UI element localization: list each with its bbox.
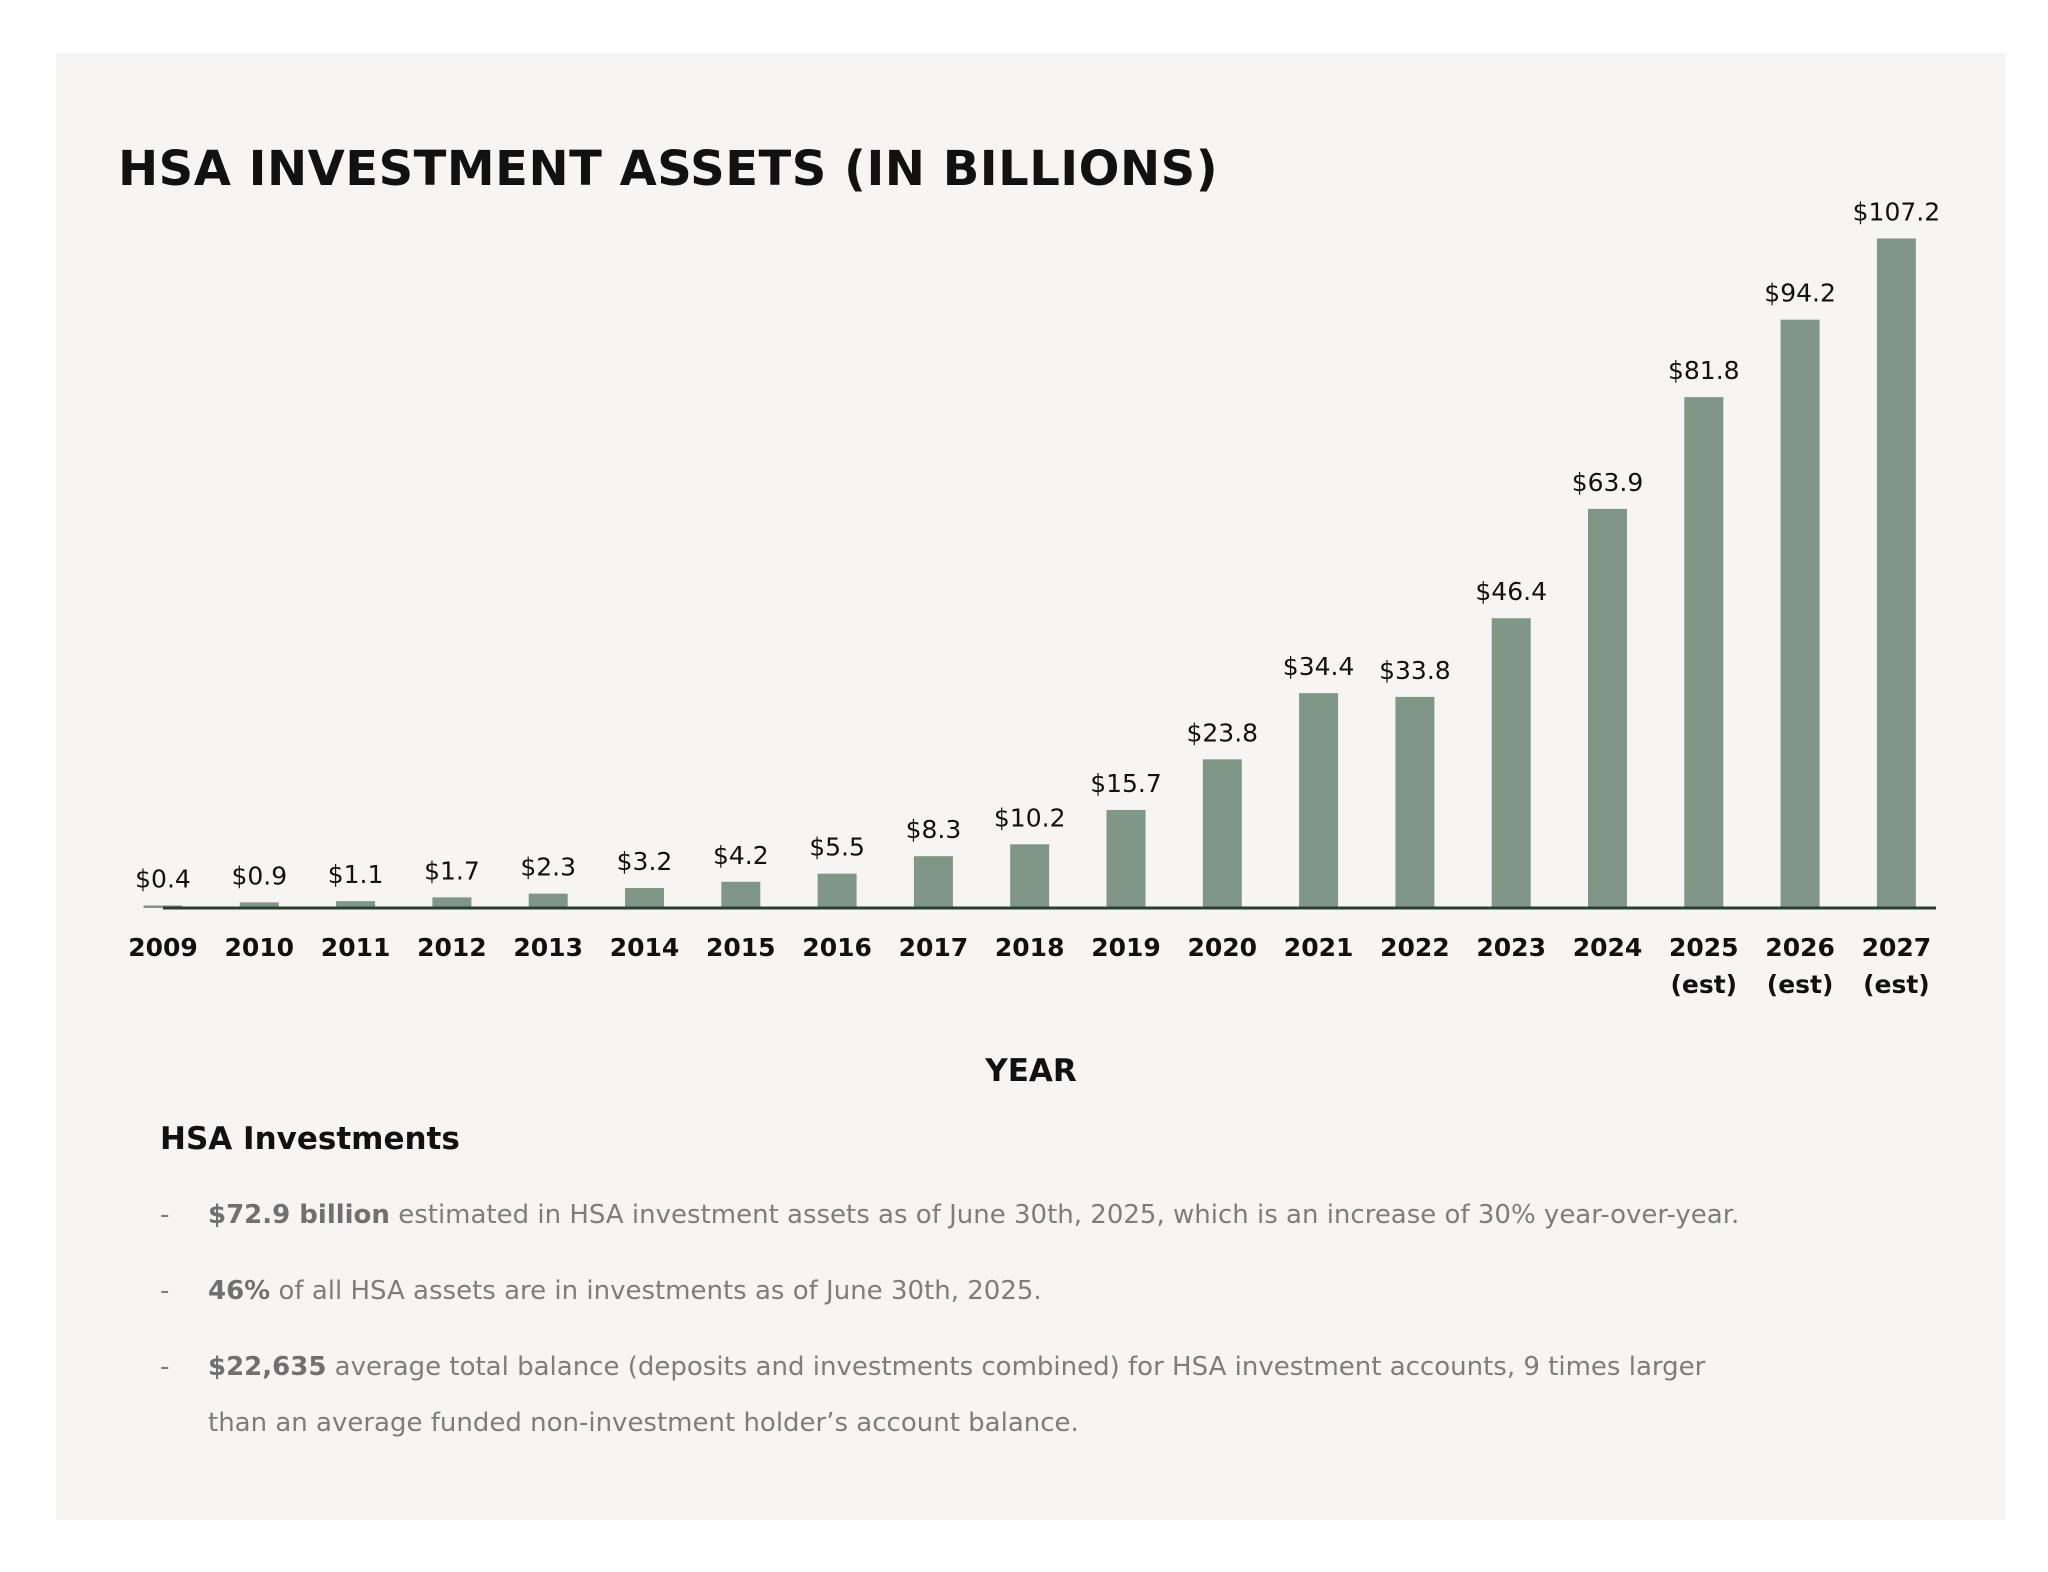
data-label: $1.7 (424, 856, 480, 885)
bar (721, 881, 761, 908)
stat-text: estimated in HSA investment assets as of… (389, 1200, 1740, 1230)
data-label: $15.7 (1090, 769, 1162, 798)
data-label: $0.4 (135, 865, 191, 894)
data-label: $0.9 (231, 861, 287, 890)
data-label: $107.2 (1853, 197, 1940, 226)
bar (913, 856, 953, 908)
stat-value: 46% (208, 1276, 271, 1306)
bar (1684, 397, 1724, 908)
bar (1010, 844, 1050, 908)
bar (336, 901, 376, 908)
data-label: $94.2 (1764, 279, 1836, 308)
bar (1780, 319, 1820, 908)
bar (1106, 809, 1146, 908)
notes-list: - $72.9 billion estimated in HSA investm… (160, 1187, 1760, 1451)
chart-title: HSA INVESTMENT ASSETS (IN BILLIONS) (118, 141, 1219, 197)
x-tick-label: 2012 (417, 933, 487, 962)
x-tick-label: 2023 (1476, 933, 1546, 962)
list-item: - 46% of all HSA assets are in investmen… (160, 1263, 1760, 1319)
data-label: $33.8 (1379, 656, 1451, 685)
stat-value: $22,635 (208, 1352, 327, 1382)
bullet-dash: - (160, 1276, 170, 1306)
x-tick-label: 2025 (est) (1669, 933, 1739, 999)
x-tick-label: 2027 (est) (1862, 933, 1932, 999)
x-tick-label: 2018 (995, 933, 1065, 962)
data-label: $10.2 (994, 803, 1066, 832)
x-tick-label: 2024 (1573, 933, 1643, 962)
x-axis-title: YEAR (985, 1053, 1077, 1089)
stat-value: $72.9 billion (208, 1200, 390, 1230)
x-tick-label: 2022 (1380, 933, 1450, 962)
x-tick-label: 2016 (802, 933, 872, 962)
bar (625, 888, 664, 908)
x-tick-label: 2014 (610, 933, 680, 962)
data-label: $46.4 (1475, 577, 1547, 606)
stat-text: average total balance (deposits and inve… (208, 1352, 1706, 1438)
data-label: $81.8 (1668, 356, 1740, 385)
data-label: $4.2 (713, 841, 769, 870)
data-label: $3.2 (617, 847, 673, 876)
x-tick-label: 2010 (225, 933, 295, 962)
stat-text: of all HSA assets are in investments as … (270, 1276, 1042, 1306)
x-tick-label: 2011 (321, 933, 391, 962)
bar (1299, 693, 1339, 908)
bar (432, 897, 472, 908)
bar (1202, 759, 1242, 908)
list-item: - $72.9 billion estimated in HSA investm… (160, 1187, 1760, 1243)
bar (1395, 696, 1435, 908)
x-tick-label: 2017 (899, 933, 969, 962)
bar (1588, 508, 1627, 908)
bar (239, 902, 279, 908)
data-label: $23.8 (1187, 718, 1259, 747)
bullet-dash: - (160, 1200, 170, 1230)
list-item: - $22,635 average total balance (deposit… (160, 1339, 1760, 1451)
x-tick-label: 2021 (1284, 933, 1354, 962)
data-label: $5.5 (809, 833, 865, 862)
bar (1491, 618, 1531, 908)
notes-heading: HSA Investments (160, 1121, 460, 1157)
x-tick-label: 2013 (513, 933, 583, 962)
bar (1876, 238, 1916, 908)
notes-section: HSA Investments - $72.9 billion estimate… (160, 1121, 1760, 1471)
card: HSA INVESTMENT ASSETS (IN BILLIONS) $0.4… (56, 53, 2006, 1520)
data-label: $34.4 (1283, 652, 1355, 681)
bar-chart: $0.4 2009 $0.9 2010 $1.1 2011 $1.7 2012 $2.3 2013… (128, 197, 1940, 999)
data-label: $1.1 (328, 860, 384, 889)
x-tick-label: 2020 (1188, 933, 1258, 962)
x-tick-label: 2019 (1091, 933, 1161, 962)
bar (817, 873, 857, 908)
data-label: $2.3 (520, 853, 576, 882)
bullet-dash: - (160, 1352, 170, 1382)
data-label: $8.3 (906, 815, 962, 844)
x-tick-label: 2026 (est) (1765, 933, 1835, 999)
x-tick-label: 2015 (706, 933, 776, 962)
bar (528, 893, 568, 908)
data-label: $63.9 (1572, 468, 1644, 497)
x-tick-label: 2009 (128, 933, 198, 962)
